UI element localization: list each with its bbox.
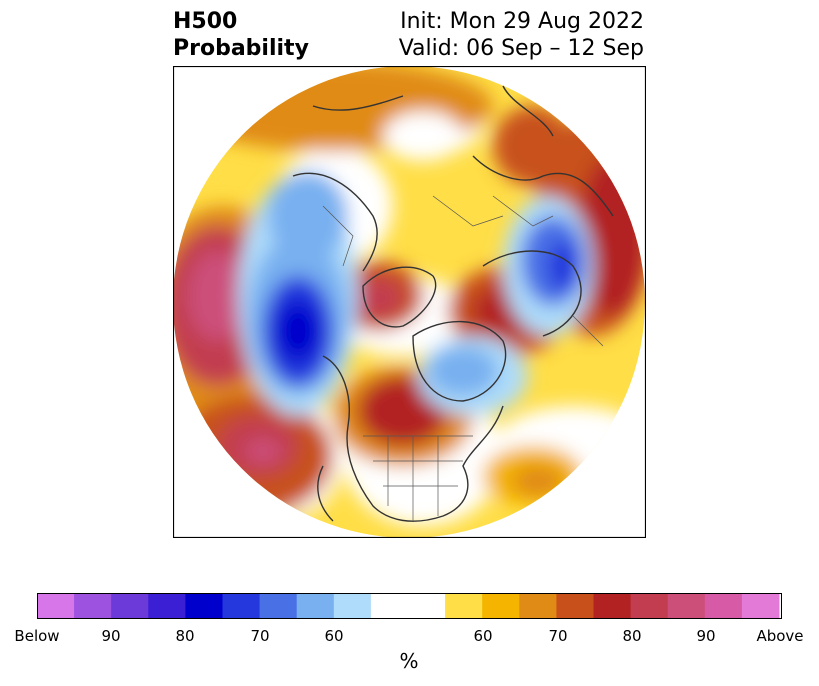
colorbar-cell-below [222, 593, 261, 619]
colorbar-unit-label: % [399, 649, 419, 673]
variable-title: H500 [173, 9, 238, 34]
title-right: Init: Mon 29 Aug 2022 Valid: 06 Sep – 12… [399, 8, 644, 62]
colorbar-cell-below [148, 593, 186, 619]
colorbar-cell-below [111, 593, 149, 619]
colorbar-cell-below [185, 593, 223, 619]
colorbar-frame [37, 593, 782, 619]
colorbar-cell-above [667, 593, 706, 619]
colorbar-cell-above [556, 593, 594, 619]
colorbar-cell-below [333, 593, 372, 619]
tick-label: 60 [324, 627, 344, 645]
colorbar-cell-below [37, 593, 75, 619]
tick-label: 70 [548, 627, 568, 645]
colorbar-cell-above [482, 593, 520, 619]
colorbar-cell-above [704, 593, 743, 619]
colorbar-cell-above [519, 593, 557, 619]
tick-label: 60 [473, 627, 493, 645]
product-title: Probability [173, 36, 309, 61]
tick-label: 70 [250, 627, 270, 645]
map-frame [173, 66, 646, 538]
colorbar-cell-below [74, 593, 112, 619]
colorbar-cell-above [593, 593, 632, 619]
colorbar [37, 593, 782, 619]
title-left: H500 Probability [173, 8, 309, 62]
probability-field [173, 66, 645, 538]
tick-label: 90 [101, 627, 121, 645]
colorbar-cell-above [445, 593, 483, 619]
tick-label: Below [14, 627, 60, 645]
colorbar-cell-below [259, 593, 298, 619]
tick-label: 80 [622, 627, 642, 645]
coastlines [292, 85, 614, 522]
valid-range: Valid: 06 Sep – 12 Sep [398, 36, 644, 61]
tick-label: 80 [175, 627, 195, 645]
probability-map [173, 66, 646, 538]
colorbar-cell-above [741, 593, 780, 619]
tick-label: 90 [696, 627, 716, 645]
init-date: Init: Mon 29 Aug 2022 [400, 9, 644, 34]
colorbar-cell-neutral [370, 593, 446, 619]
country-borders [322, 195, 604, 521]
colorbar-cell-above [630, 593, 669, 619]
colorbar-cell-below [296, 593, 335, 619]
colorbar-cells [37, 593, 780, 619]
tick-label: Above [756, 627, 804, 645]
